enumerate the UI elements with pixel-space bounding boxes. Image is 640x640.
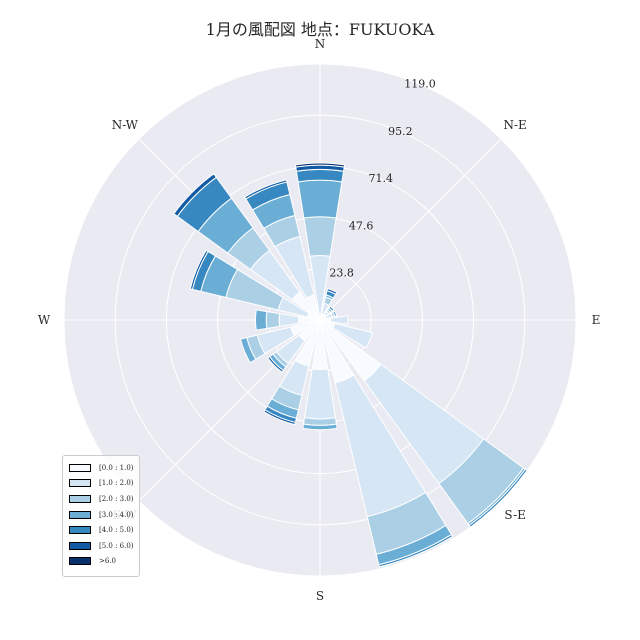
chart-title: 1月の風配図 地点：FUKUOKA	[205, 20, 435, 39]
legend-label: [4.0 : 5.0)	[99, 526, 134, 535]
direction-label-W: W	[38, 313, 51, 327]
wind-bar-SSW-5	[263, 409, 296, 426]
legend-label: [1.0 : 2.0)	[99, 479, 134, 488]
wind-bar-NW-5	[173, 173, 218, 218]
legend-item: [3.0 : 4.0)	[69, 507, 139, 523]
direction-label-N-E: N-E	[503, 118, 526, 132]
wind-bar-WSW-3	[239, 336, 257, 364]
wind-bar-E-1	[330, 315, 349, 325]
wind-bar-ENE-3	[332, 310, 338, 318]
wind-bar-NNE-5	[326, 288, 338, 296]
direction-label-S-E: S-E	[504, 508, 525, 522]
grid-spoke	[319, 138, 502, 321]
legend: [0.0 : 1.0) [1.0 : 2.0) [2.0 : 3.0) [3.0 : …	[62, 455, 140, 577]
radial-tick-label: 23.8	[329, 267, 354, 280]
legend-label: [2.0 : 3.0)	[99, 494, 134, 503]
direction-label-N: N	[315, 37, 326, 51]
legend-item: >6.0	[69, 554, 139, 570]
radial-tick-label: 71.4	[369, 172, 394, 185]
radial-tick-label: 47.6	[349, 219, 374, 232]
wind-bar-SW-5	[267, 355, 285, 373]
direction-label-E: E	[592, 313, 601, 327]
legend-item: [5.0 : 6.0)	[69, 538, 139, 554]
legend-item: [0.0 : 1.0)	[69, 460, 139, 476]
legend-item: [2.0 : 3.0)	[69, 491, 139, 507]
direction-labels: NN-EES-ESS-WWN-W	[38, 37, 601, 603]
wind-bar-N-4	[295, 168, 345, 183]
radial-tick-label: 95.2	[388, 125, 413, 138]
legend-item: [1.0 : 2.0)	[69, 476, 139, 492]
wind-bar-N-2	[303, 216, 337, 257]
wind-bars	[173, 162, 528, 568]
wind-bar-N-3	[297, 179, 343, 219]
legend-swatch	[69, 494, 91, 503]
radial-tick-labels: 23.8 47.6 71.4 95.2 119.0	[329, 77, 435, 279]
legend-label: [5.0 : 6.0)	[99, 541, 134, 550]
wind-bar-W-2	[265, 311, 281, 329]
legend-swatch	[69, 541, 91, 550]
wind-bar-SSE-4	[378, 533, 454, 568]
wind-bar-WNW-5	[189, 249, 209, 290]
wind-bar-W-3	[254, 309, 268, 331]
legend-label: [3.0 : 4.0)	[99, 510, 134, 519]
direction-label-N-W: N-W	[112, 118, 139, 132]
wind-bar-SE-4	[468, 468, 528, 528]
legend-swatch	[69, 510, 91, 519]
direction-label-S: S	[316, 589, 324, 603]
legend-swatch	[69, 526, 91, 535]
radial-tick-label: 119.0	[404, 77, 436, 90]
wind-bar-S-3	[302, 423, 338, 431]
wind-bar-S-2	[302, 417, 338, 426]
legend-swatch	[69, 557, 91, 566]
wind-bar-ESE-1	[332, 322, 373, 349]
legend-swatch	[69, 479, 91, 488]
legend-swatch	[69, 463, 91, 472]
legend-label: [0.0 : 1.0)	[99, 463, 134, 472]
legend-item: [4.0 : 5.0)	[69, 522, 139, 538]
wind-bar-NE-4	[328, 305, 335, 312]
wind-bar-NNW-5	[244, 179, 288, 200]
wind-bar-N-6	[294, 162, 346, 168]
legend-label: >6.0	[99, 557, 116, 566]
